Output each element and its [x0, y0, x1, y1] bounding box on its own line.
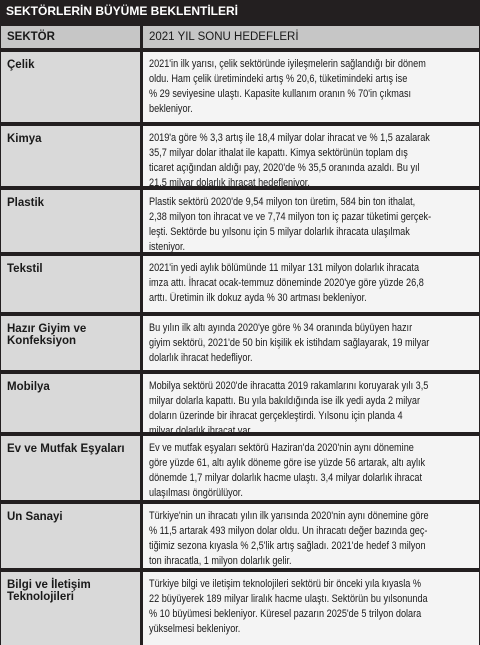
target-line: doların üzerinde bir ihracat gerçekleşti… — [149, 410, 403, 422]
target-line: ulaşılması öngörülüyor. — [149, 487, 243, 499]
target-line: bekleniyor. — [149, 103, 193, 115]
table-row: Ev ve Mutfak Eşyaları Ev ve mutfak eşyala… — [1, 436, 479, 500]
target-line: Mobilya sektörü 2020'de ihracatta 2019 r… — [149, 380, 429, 392]
table-row: Hazır Giyim ve Konfeksiyon Bu yılın ilk a… — [1, 316, 479, 370]
sector-name: Bilgi ve İletişim Teknolojileri — [1, 572, 140, 645]
header-sector: SEKTÖR — [1, 26, 140, 48]
target-line: dönemde 1,7 milyar dolarlık hacme ulaştı… — [149, 472, 423, 484]
target-line: milyar dolarla kapattı. Bu yıla bakıldığ… — [149, 395, 420, 407]
target-line: imza attı. İhracat ocak-temmuz döneminde… — [149, 277, 424, 289]
target-line: ticaret açığından aldığı pay, 2020'de % … — [149, 162, 420, 174]
sector-name: Tekstil — [1, 256, 140, 312]
target-line: 2019'a göre % 3,3 artış ile 18,4 milyar … — [149, 132, 430, 144]
sector-name: Hazır Giyim ve Konfeksiyon — [1, 316, 140, 370]
target-line: 35,7 milyar dolar ithalat ile kapattı. K… — [149, 147, 408, 159]
target-line: milyar dolarlık ihracat var. — [149, 425, 253, 432]
target-line: yükselmesi bekleniyor. — [149, 623, 241, 635]
table-row: Bilgi ve İletişim Teknolojileri Türkiye b… — [1, 572, 479, 645]
target-line: 22 büyüyerek 189 milyar liralık hacme ul… — [149, 593, 428, 605]
sector-target: 2019'a göre % 3,3 artış ile 18,4 milyar … — [143, 126, 479, 186]
target-line: isteniyor. — [149, 241, 186, 252]
sector-target: Bu yılın ilk altı ayında 2020'ye göre % … — [143, 316, 479, 370]
target-line: 2021'in yedi aylık bölümünde 11 milyar 1… — [149, 262, 420, 274]
sector-target: Türkiye bilgi ve iletişim teknolojileri … — [143, 572, 479, 645]
table-row: Kimya 2019'a göre % 3,3 artış ile 18,4 mi… — [1, 126, 479, 186]
target-line: Bu yılın ilk altı ayında 2020'ye göre % … — [149, 322, 413, 334]
table-row: Plastik Plastik sektörü 2020'de 9,54 mily… — [1, 190, 479, 252]
title: SEKTÖRLERİN BÜYÜME BEKLENTİLERİ — [6, 4, 239, 18]
table-row: Mobilya Mobilya sektörü 2020'de ihracatta… — [1, 374, 479, 432]
sector-name: Çelik — [1, 52, 140, 122]
sector-target: Plastik sektörü 2020'de 9,54 milyon ton … — [143, 190, 479, 252]
sector-target: 2021'in ilk yarısı, çelik sektöründe iyi… — [143, 52, 479, 122]
sector-target: 2021'in yedi aylık bölümünde 11 milyar 1… — [143, 256, 479, 312]
sector-name: Plastik — [1, 190, 140, 252]
sector-target: Mobilya sektörü 2020'de ihracatta 2019 r… — [143, 374, 479, 432]
target-line: 2021'in ilk yarısı, çelik sektöründe iyi… — [149, 58, 426, 70]
target-line: Türkiye'nin un ihracatı yılın ilk yarısı… — [149, 510, 429, 522]
target-line: Türkiye bilgi ve iletişim teknolojileri … — [149, 578, 421, 590]
table-row: Çelik 2021'in ilk yarısı, çelik sektöründ… — [1, 52, 479, 122]
target-line: Plastik sektörü 2020'de 9,54 milyon ton … — [149, 196, 416, 208]
target-line: % 29 seviyesine ulaştı. Kapasite kullanı… — [149, 88, 412, 100]
sector-name: Mobilya — [1, 374, 140, 432]
target-line: 21,5 milyar dolarlık ihracat hedefleniyo… — [149, 177, 310, 186]
target-line: oldu. Ham çelik üretimindeki artış % 20,… — [149, 73, 408, 85]
target-line: dolarlık ihracat hedefliyor. — [149, 352, 253, 364]
table-row: Un Sanayi Türkiye'nin un ihracatı yılın i… — [1, 504, 479, 568]
sector-target: Türkiye'nin un ihracatı yılın ilk yarısı… — [143, 504, 479, 568]
target-line: 2,38 milyon ton ihracat ve ve 7,74 milyo… — [149, 211, 432, 223]
target-line: giyim sektörü, 2021'de 50 bin kişilik ek… — [149, 337, 430, 349]
target-line: tiğimiz sezona kıyasla % 2,5'lik artış s… — [149, 540, 426, 552]
table-row: Tekstil 2021'in yedi aylık bölümünde 11 m… — [1, 256, 479, 312]
target-line: leşti. Sektörde bu yılsonu için 5 milyar… — [149, 226, 410, 238]
sector-name: Ev ve Mutfak Eşyaları — [1, 436, 140, 500]
target-line: arttı. Üretimin ilk dokuz ayda % 30 artm… — [149, 292, 367, 304]
sector-name: Kimya — [1, 126, 140, 186]
target-line: % 11,5 artarak 493 milyon dolar oldu. Un… — [149, 525, 428, 537]
header-target: 2021 YIL SONU HEDEFLERİ — [143, 26, 479, 48]
target-line: Ev ve mutfak eşyaları sektörü Haziran'da… — [149, 442, 414, 454]
target-line: göre yüzde 61, altı aylık döneme göre is… — [149, 457, 426, 469]
target-line: ton ihracatla, 1 milyon dolarlık gelir. — [149, 555, 292, 567]
header-row: SEKTÖR 2021 YIL SONU HEDEFLERİ — [1, 26, 479, 48]
sector-target: Ev ve mutfak eşyaları sektörü Haziran'da… — [143, 436, 479, 500]
sector-name: Un Sanayi — [1, 504, 140, 568]
target-line: % 10 büyümesi bekleniyor. Küresel pazarı… — [149, 608, 422, 620]
